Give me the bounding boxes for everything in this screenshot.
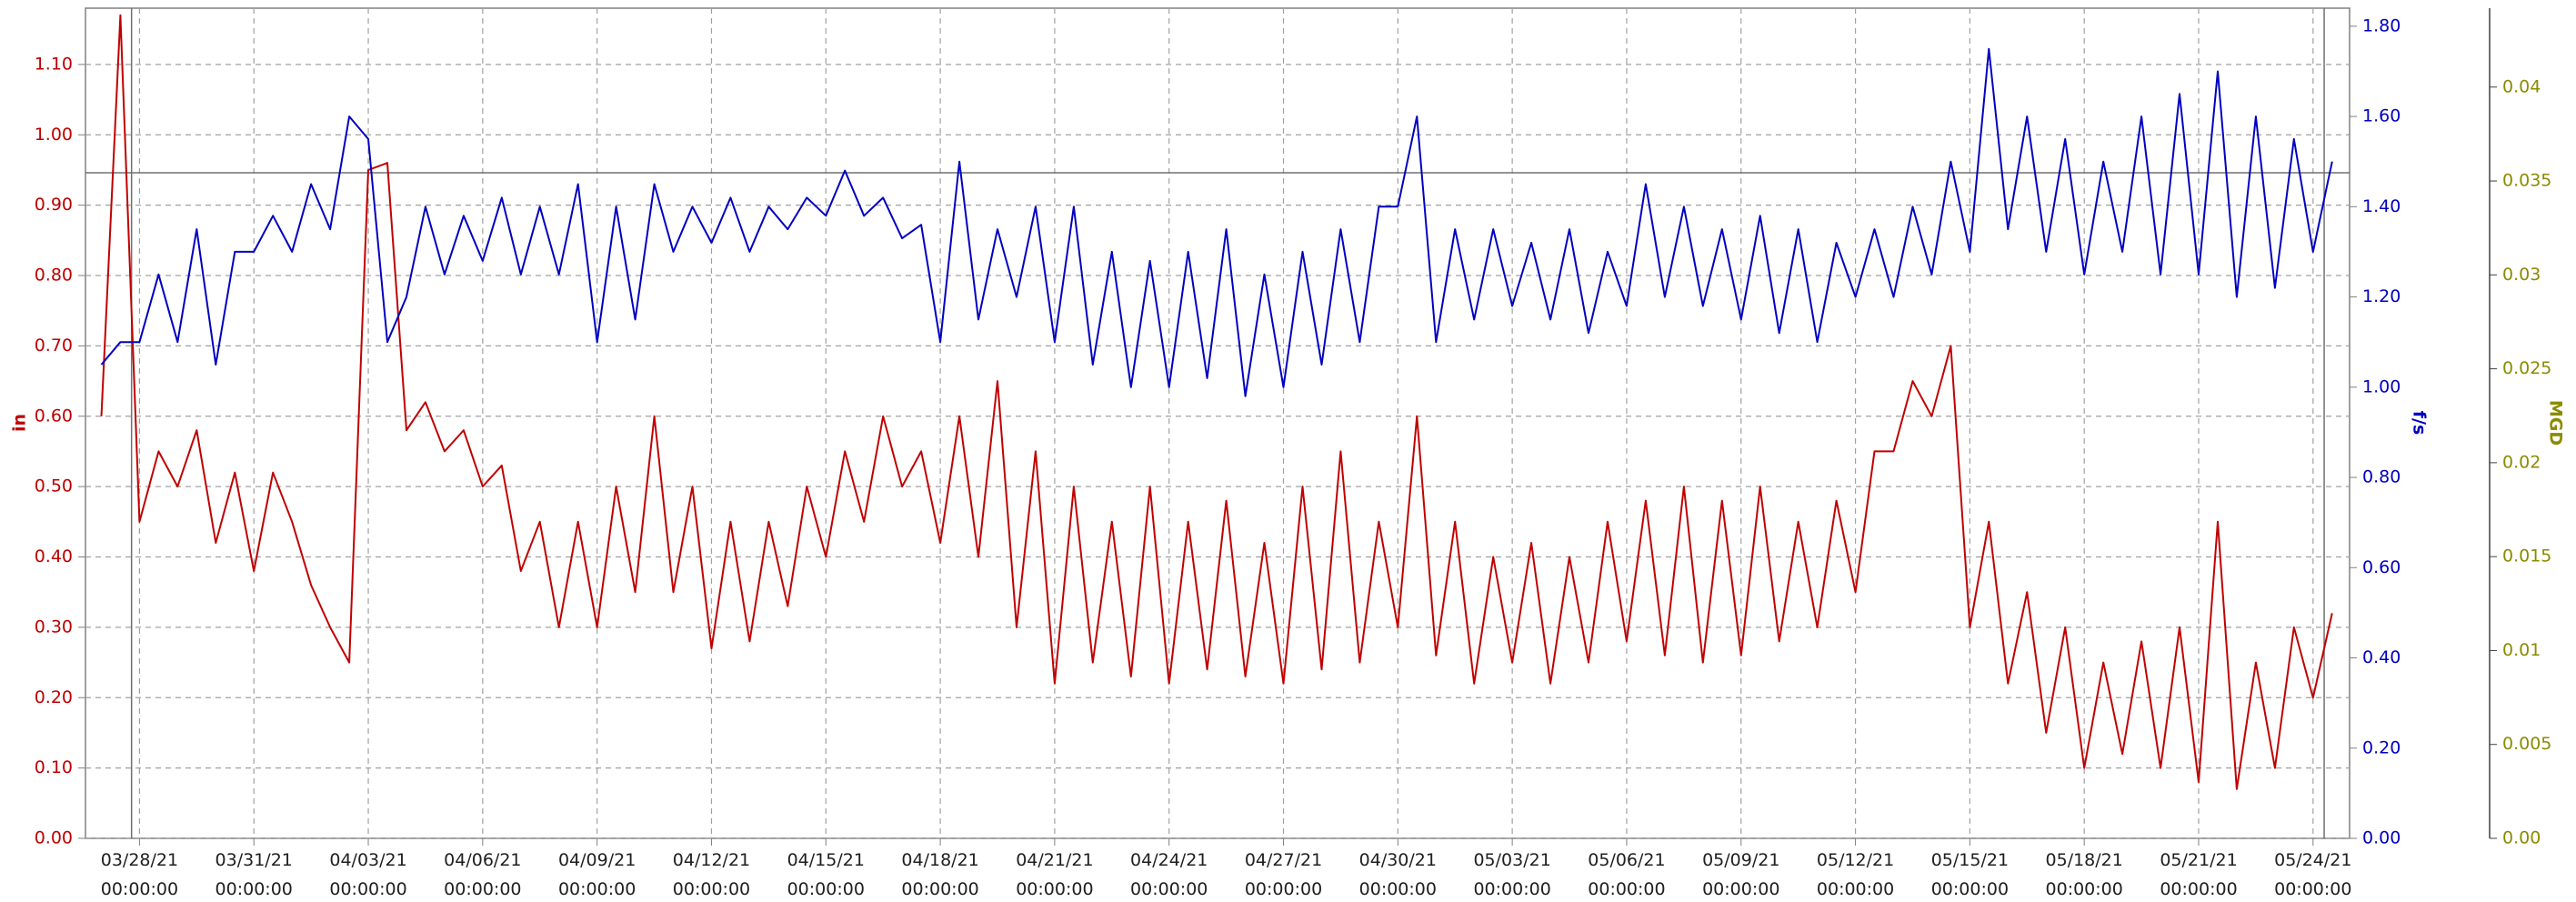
y2-tick-label: 1.40 [2362, 196, 2401, 216]
y2-tick-label: 0.00 [2362, 828, 2401, 848]
x-tick-label: 04/24/21 00:00:00 [1130, 850, 1208, 899]
y-tick-label: 0.80 [35, 266, 73, 286]
y3-tick-label: 0.025 [2502, 358, 2551, 378]
x-tick-label: 04/21/21 00:00:00 [1016, 850, 1093, 899]
y3-tick-label: 0.00 [2502, 828, 2541, 848]
y-tick-label: 0.70 [35, 336, 73, 356]
y2-tick-label: 1.20 [2362, 286, 2401, 306]
x-tick-label: 05/21/21 00:00:00 [2160, 850, 2237, 899]
series-line [100, 14, 2333, 790]
y2-tick-label: 1.00 [2362, 376, 2401, 396]
x-tick-label: 05/24/21 00:00:00 [2274, 850, 2351, 899]
x-tick-label: 05/03/21 00:00:00 [1473, 850, 1550, 899]
y3-axis-label: MGD [2546, 400, 2566, 446]
y-tick-label: 0.00 [35, 828, 73, 848]
y-tick-label: 0.90 [35, 195, 73, 215]
y3-tick-label: 0.015 [2502, 546, 2551, 566]
x-tick-label: 03/31/21 00:00:00 [216, 850, 293, 899]
series-line [100, 47, 2333, 397]
y3-tick-label: 0.01 [2502, 640, 2541, 660]
y3-tick-label: 0.03 [2502, 265, 2541, 285]
x-tick-label: 04/27/21 00:00:00 [1245, 850, 1322, 899]
x-tick-label: 03/28/21 00:00:00 [101, 850, 178, 899]
x-tick-label: 05/09/21 00:00:00 [1702, 850, 1779, 899]
x-tick-label: 04/06/21 00:00:00 [444, 850, 521, 899]
y2-tick-label: 0.40 [2362, 647, 2401, 667]
y3-tick-label: 0.035 [2502, 171, 2551, 191]
y-tick-label: 0.40 [35, 546, 73, 566]
y-tick-label: 0.20 [35, 687, 73, 707]
y-tick-label: 1.10 [35, 54, 73, 74]
x-tick-label: 05/06/21 00:00:00 [1588, 850, 1665, 899]
x-tick-label: 04/30/21 00:00:00 [1359, 850, 1437, 899]
y3-tick-label: 0.04 [2502, 76, 2541, 96]
y2-axis-label: f/s [2410, 411, 2430, 436]
x-tick-label: 04/18/21 00:00:00 [901, 850, 978, 899]
y-tick-label: 1.00 [35, 125, 73, 145]
y3-tick-label: 0.02 [2502, 452, 2541, 472]
plot-area [85, 7, 2350, 839]
y2-tick-label: 0.20 [2362, 737, 2401, 757]
x-tick-label: 04/15/21 00:00:00 [787, 850, 865, 899]
y-axis-label: in [10, 414, 30, 432]
y-tick-label: 0.50 [35, 476, 73, 496]
y-tick-label: 0.30 [35, 616, 73, 636]
x-tick-label: 05/12/21 00:00:00 [1817, 850, 1894, 899]
y2-tick-label: 1.80 [2362, 15, 2401, 35]
x-tick-label: 04/09/21 00:00:00 [558, 850, 636, 899]
y2-tick-label: 1.60 [2362, 106, 2401, 126]
x-tick-label: 05/18/21 00:00:00 [2046, 850, 2123, 899]
x-tick-label: 05/15/21 00:00:00 [1931, 850, 2009, 899]
x-tick-label: 04/12/21 00:00:00 [673, 850, 750, 899]
x-tick-label: 04/03/21 00:00:00 [329, 850, 406, 899]
y2-tick-label: 0.80 [2362, 467, 2401, 487]
y3-tick-label: 0.005 [2502, 734, 2551, 754]
y2-tick-label: 0.60 [2362, 557, 2401, 577]
y-tick-label: 0.60 [35, 406, 73, 426]
y-tick-label: 0.10 [35, 757, 73, 777]
